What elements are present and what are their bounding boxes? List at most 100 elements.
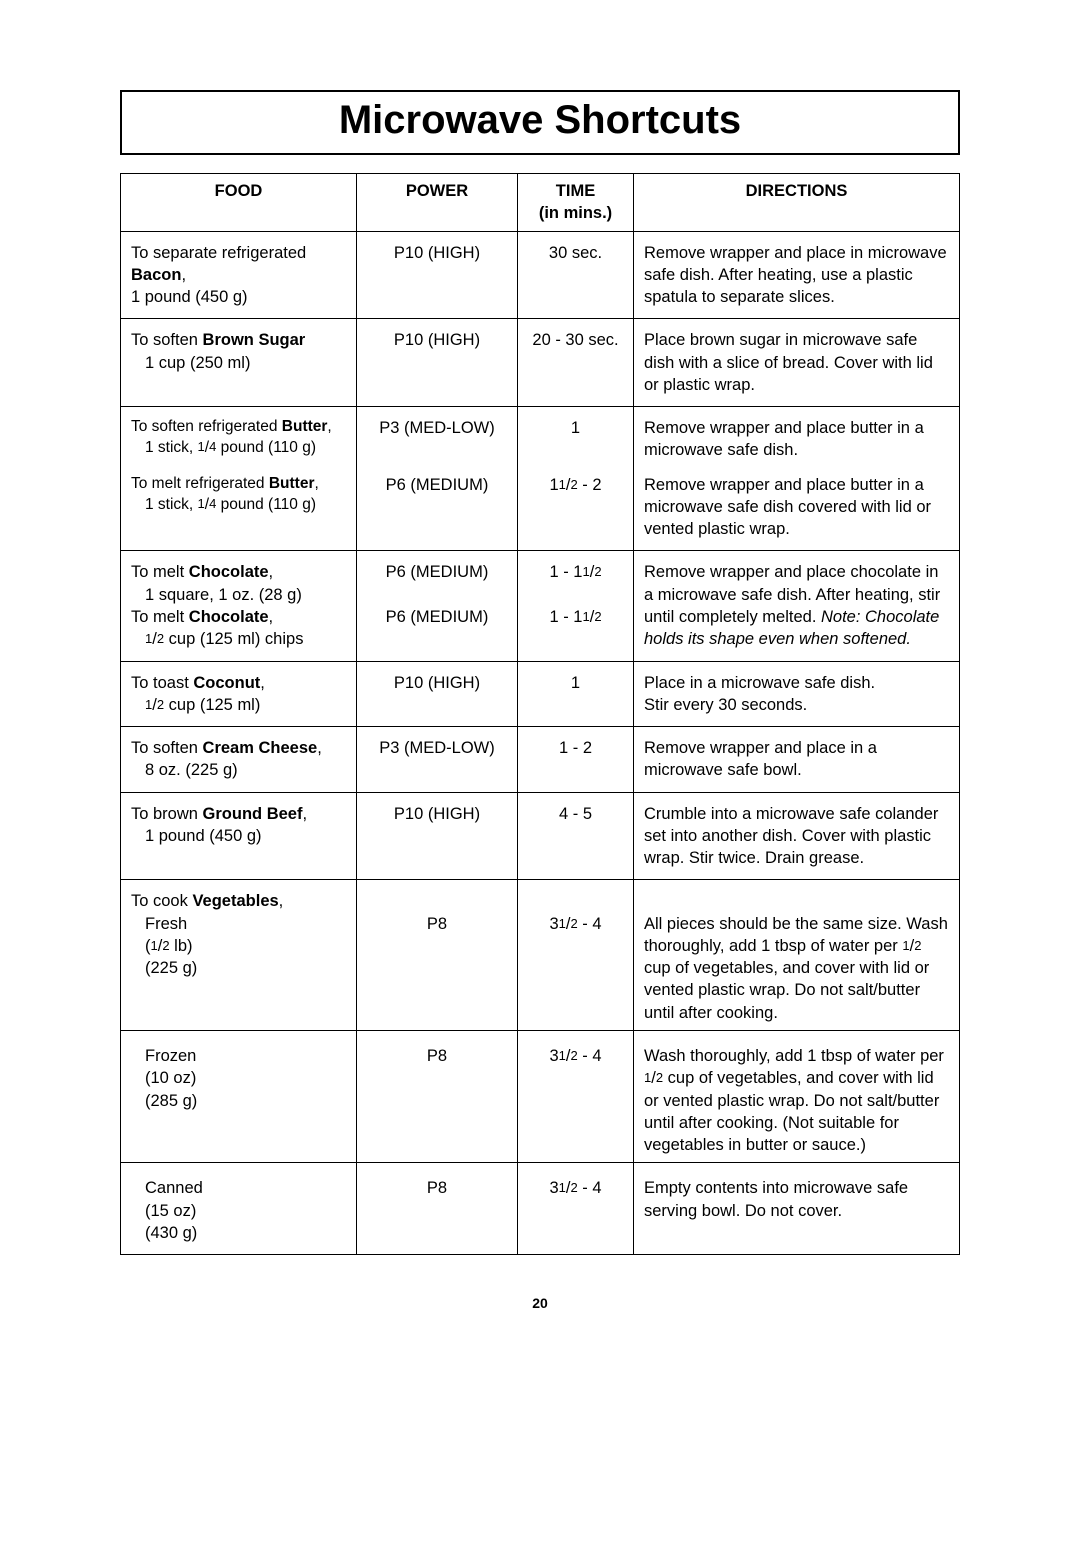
cell-time: 1 - 2 (518, 727, 634, 793)
cell-food: Frozen (10 oz) (285 g) (121, 1030, 357, 1162)
col-directions: DIRECTIONS (634, 174, 960, 232)
text: Frozen (131, 1045, 346, 1067)
fraction: 1 (198, 439, 205, 454)
text: 1 stick, 1/4 pound (110 g) (131, 495, 346, 516)
cell-time: 1 - 11/2 1 - 11/2 (518, 551, 634, 661)
page-title: Microwave Shortcuts (126, 98, 954, 143)
col-time-sub: (in mins.) (539, 204, 612, 222)
text: 1 cup (250 ml) (131, 352, 346, 374)
fraction: 1 (582, 609, 589, 624)
text: - 4 (578, 1047, 602, 1065)
text: 1 pound (450 g) (131, 825, 346, 847)
fraction: 2 (914, 938, 921, 953)
text: (225 g) (131, 957, 346, 979)
cell-food: To soften refrigerated Butter, 1 stick, … (121, 407, 357, 468)
row-creamcheese: To soften Cream Cheese, 8 oz. (225 g) P3… (121, 727, 960, 793)
cell-time: 11/2 - 2 (518, 468, 634, 551)
cell-food: To brown Ground Beef, 1 pound (450 g) (121, 792, 357, 880)
text: To melt (131, 563, 189, 581)
cell-food: Canned (15 oz) (430 g) (121, 1163, 357, 1255)
fraction: 2 (656, 1070, 663, 1085)
text: cup (125 ml) chips (164, 630, 303, 648)
fraction: 1 (145, 697, 152, 712)
cell-power: P8 (357, 1163, 518, 1255)
text: (15 oz) (131, 1200, 346, 1222)
cell-dir: All pieces should be the same size. Wash… (634, 880, 960, 1031)
text: , (260, 674, 265, 692)
text: - 4 (578, 1179, 602, 1197)
fraction: 2 (570, 1048, 577, 1063)
header-row: FOOD POWER TIME (in mins.) DIRECTIONS (121, 174, 960, 232)
text: , (269, 608, 274, 626)
text: 1 stick, 1/4 pound (110 g) (131, 438, 346, 459)
text: To soften (131, 739, 203, 757)
text: To melt (131, 608, 189, 626)
col-food: FOOD (121, 174, 357, 232)
text: 1 (549, 476, 558, 494)
cell-power: P6 (MEDIUM) (357, 468, 518, 551)
shortcuts-table: FOOD POWER TIME (in mins.) DIRECTIONS To… (120, 173, 960, 1255)
cell-time: 30 sec. (518, 231, 634, 319)
fraction: 2 (157, 631, 164, 646)
text: 8 oz. (225 g) (131, 759, 346, 781)
fraction: 2 (594, 564, 601, 579)
cell-power: P10 (HIGH) (357, 231, 518, 319)
text: To soften refrigerated (131, 418, 282, 435)
text: - 4 (578, 915, 602, 933)
title-box: Microwave Shortcuts (120, 90, 960, 155)
cell-food: To toast Coconut, 1/2 cup (125 ml) (121, 661, 357, 727)
text: (10 oz) (131, 1067, 346, 1089)
cell-time: 4 - 5 (518, 792, 634, 880)
fraction: 2 (594, 609, 601, 624)
text-bold: Coconut (193, 674, 260, 692)
cell-dir: Remove wrapper and place butter in a mic… (634, 407, 960, 468)
cell-power: P10 (HIGH) (357, 792, 518, 880)
cell-power: P8 (357, 880, 518, 1031)
text: , (279, 892, 284, 910)
text: lb) (170, 937, 193, 955)
text: 1 stick, (145, 496, 198, 513)
page-number: 20 (120, 1295, 960, 1311)
text: , (314, 475, 318, 492)
text: 1 square, 1 oz. (28 g) (131, 584, 346, 606)
cell-time: 1 (518, 407, 634, 468)
cell-power: P6 (MEDIUM) P6 (MEDIUM) (357, 551, 518, 661)
fraction: 2 (570, 916, 577, 931)
text-bold: Bacon (131, 266, 181, 284)
page: Microwave Shortcuts FOOD POWER TIME (in … (0, 0, 1080, 1565)
text: To toast (131, 674, 193, 692)
row-groundbeef: To brown Ground Beef, 1 pound (450 g) P1… (121, 792, 960, 880)
cell-dir: Remove wrapper and place chocolate in a … (634, 551, 960, 661)
text: , (317, 739, 322, 757)
text-bold: Chocolate (189, 563, 269, 581)
row-vegetables: To cook Vegetables, Fresh (1/2 lb) (225 … (121, 880, 960, 1255)
col-time-top: TIME (556, 182, 595, 200)
text-bold: Brown Sugar (203, 331, 306, 349)
text: cup of vegetables, and cover with lid or… (644, 959, 929, 1022)
cell-time: 31/2 - 4 (518, 1030, 634, 1162)
fraction: 1 (559, 1180, 566, 1195)
cell-power: P3 (MED-LOW) (357, 407, 518, 468)
text: P8 (427, 915, 447, 933)
row-bacon: To separate refrigerated Bacon, 1 pound … (121, 231, 960, 319)
text: , (327, 418, 331, 435)
fraction: 2 (157, 697, 164, 712)
cell-dir: Remove wrapper and place butter in a mic… (634, 468, 960, 551)
fraction: 1 (151, 938, 158, 953)
cell-time: 1 (518, 661, 634, 727)
text: - 2 (578, 476, 602, 494)
cell-time: 31/2 - 4 (518, 1163, 634, 1255)
cell-time: 31/2 - 4 (518, 880, 634, 1031)
cell-power: P10 (HIGH) (357, 319, 518, 407)
cell-dir: Wash thoroughly, add 1 tbsp of water per… (634, 1030, 960, 1162)
fraction: 1 (644, 1070, 651, 1085)
text: cup of vegetables, and cover with lid or… (644, 1069, 939, 1154)
cell-dir: Crumble into a microwave safe colander s… (634, 792, 960, 880)
fraction: 2 (570, 477, 577, 492)
text: P6 (MEDIUM) (386, 608, 489, 626)
text-bold: Chocolate (189, 608, 269, 626)
cell-dir: Remove wrapper and place in microwave sa… (634, 231, 960, 319)
text-bold: Ground Beef (203, 805, 303, 823)
cell-dir: Empty contents into microwave safe servi… (634, 1163, 960, 1255)
text: To melt refrigerated (131, 475, 269, 492)
